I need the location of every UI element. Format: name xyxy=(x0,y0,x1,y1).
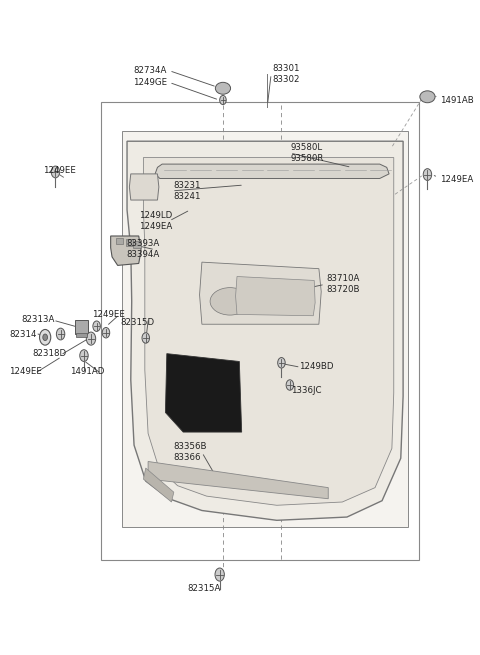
Polygon shape xyxy=(200,262,321,324)
Bar xyxy=(101,102,420,559)
Polygon shape xyxy=(155,164,389,178)
Text: 1249LD: 1249LD xyxy=(139,210,172,219)
Text: 82318D: 82318D xyxy=(33,349,67,358)
Bar xyxy=(75,333,87,337)
Text: 1336JC: 1336JC xyxy=(291,386,321,395)
Circle shape xyxy=(51,166,60,178)
Text: 83301: 83301 xyxy=(272,64,300,73)
Text: 82314: 82314 xyxy=(9,329,36,339)
Polygon shape xyxy=(166,354,241,432)
Text: 82315D: 82315D xyxy=(120,318,154,327)
Circle shape xyxy=(278,358,285,368)
Circle shape xyxy=(56,328,65,340)
Polygon shape xyxy=(130,174,159,200)
Ellipse shape xyxy=(210,288,250,315)
Ellipse shape xyxy=(202,280,258,323)
Circle shape xyxy=(142,333,149,343)
Text: 82313A: 82313A xyxy=(21,314,55,324)
Circle shape xyxy=(286,380,294,390)
Text: 83302: 83302 xyxy=(272,75,300,84)
Text: 83710A: 83710A xyxy=(326,274,359,283)
Ellipse shape xyxy=(216,83,230,94)
Text: 1249EE: 1249EE xyxy=(9,367,42,377)
Polygon shape xyxy=(122,132,408,527)
Polygon shape xyxy=(236,276,315,316)
Circle shape xyxy=(43,334,48,341)
Text: 1491AD: 1491AD xyxy=(70,367,104,377)
Circle shape xyxy=(423,169,432,180)
Text: 1491AB: 1491AB xyxy=(440,96,473,105)
Circle shape xyxy=(80,350,88,362)
Bar xyxy=(133,241,141,248)
Text: 83393A: 83393A xyxy=(126,239,159,248)
Text: 83356B: 83356B xyxy=(174,442,207,451)
Text: 83231: 83231 xyxy=(173,181,200,189)
Circle shape xyxy=(102,328,110,338)
Text: 1249EE: 1249EE xyxy=(92,310,125,319)
Text: 1249BD: 1249BD xyxy=(299,362,334,371)
Text: 1249EA: 1249EA xyxy=(139,221,172,231)
Text: 1249EE: 1249EE xyxy=(43,166,76,175)
Circle shape xyxy=(220,96,226,105)
Polygon shape xyxy=(148,462,328,498)
Circle shape xyxy=(39,329,51,345)
Text: 83394A: 83394A xyxy=(126,250,159,259)
Text: 83241: 83241 xyxy=(173,192,200,200)
Bar xyxy=(74,320,88,334)
Circle shape xyxy=(215,568,224,581)
Polygon shape xyxy=(127,141,403,520)
Polygon shape xyxy=(111,236,141,265)
Text: 82734A: 82734A xyxy=(133,66,167,75)
Circle shape xyxy=(86,332,96,345)
Polygon shape xyxy=(144,158,394,505)
Text: 93580R: 93580R xyxy=(291,154,324,162)
Circle shape xyxy=(93,321,100,331)
Bar xyxy=(116,238,123,244)
Text: 1249EA: 1249EA xyxy=(440,176,473,184)
Text: 83366: 83366 xyxy=(174,453,201,462)
Text: 1249GE: 1249GE xyxy=(132,78,167,87)
Polygon shape xyxy=(144,468,174,502)
Text: 83720B: 83720B xyxy=(326,285,360,294)
Text: 82315A: 82315A xyxy=(188,584,221,593)
Ellipse shape xyxy=(420,91,435,103)
Bar xyxy=(126,239,133,246)
Text: 93580L: 93580L xyxy=(291,143,323,151)
